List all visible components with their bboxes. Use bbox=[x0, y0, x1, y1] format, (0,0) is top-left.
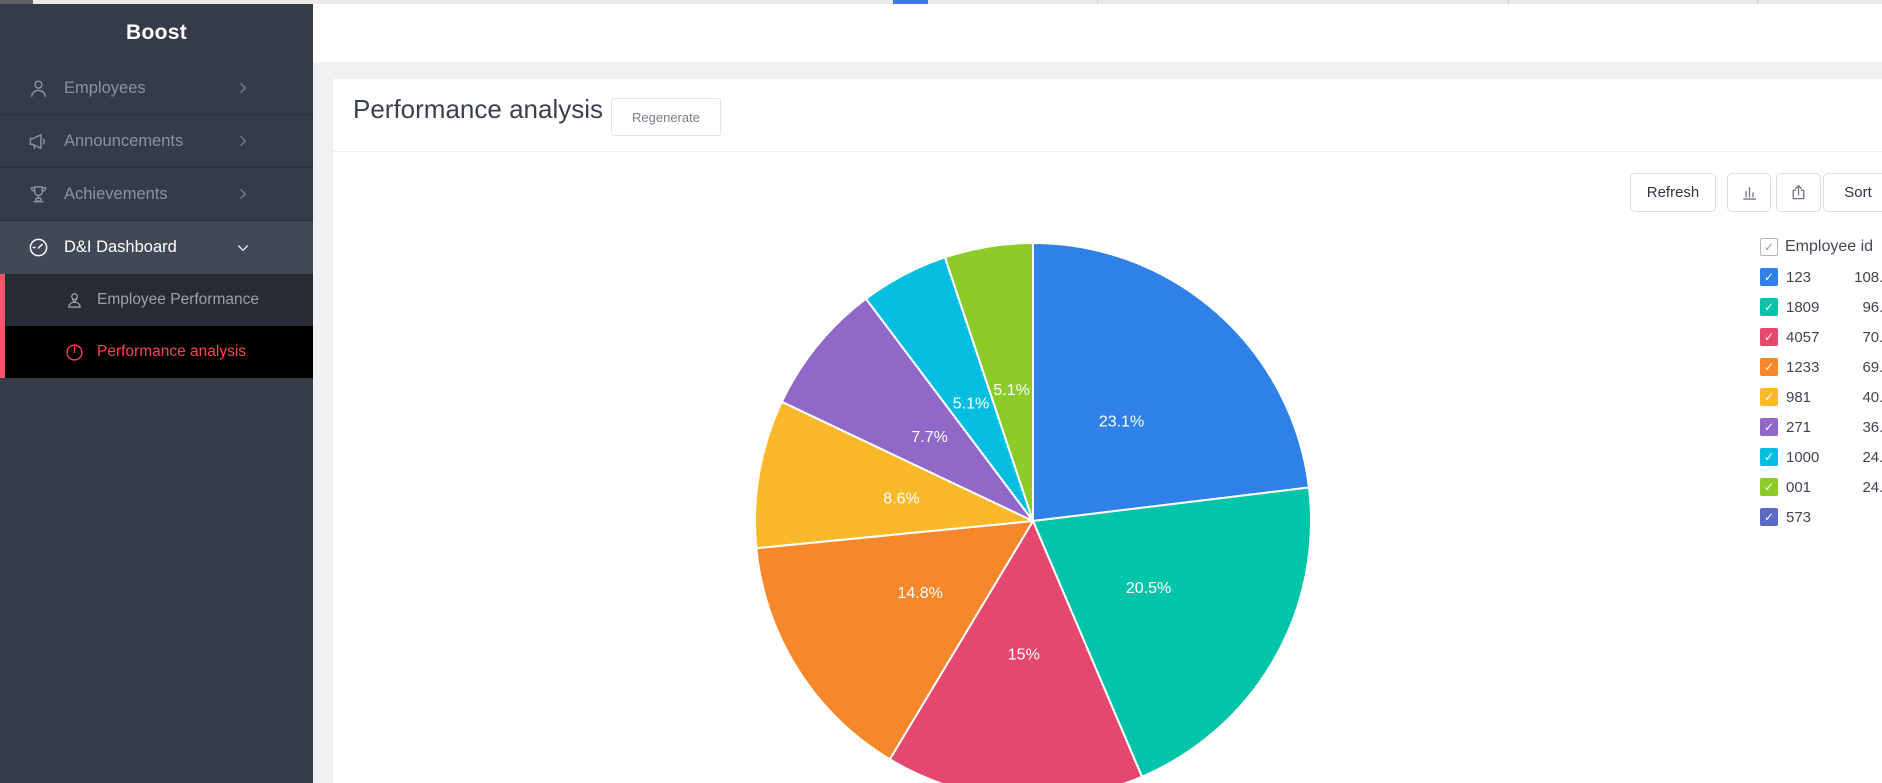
legend-header-label: Employee id bbox=[1785, 238, 1874, 255]
pie-slice-4057[interactable] bbox=[888, 520, 1143, 783]
legend-value: 96.00 bbox=[1862, 298, 1882, 316]
legend-checkbox[interactable]: ✓ bbox=[1760, 418, 1778, 436]
chevron-right-icon bbox=[235, 186, 251, 202]
browser-strip-dark-segment bbox=[0, 0, 33, 4]
chevron-down-icon bbox=[235, 240, 251, 256]
legend-row: ✓ 573 bbox=[1760, 507, 1882, 527]
legend-select-all-checkbox[interactable]: ✓ bbox=[1760, 238, 1778, 256]
pie-slice-1233[interactable] bbox=[755, 520, 1034, 761]
legend-value: 36.00 bbox=[1862, 418, 1882, 436]
sidebar-item-employees[interactable]: Employees bbox=[0, 62, 313, 115]
pie-slice-label: 5.1% bbox=[953, 395, 989, 412]
sidebar-item-di-dashboard[interactable]: D&I Dashboard bbox=[0, 221, 313, 274]
export-icon bbox=[1788, 182, 1809, 203]
pie-slice-271[interactable] bbox=[780, 297, 1034, 522]
chevron-right-icon bbox=[235, 133, 251, 149]
pie-slice-label: 23.1% bbox=[1099, 414, 1144, 431]
legend-id: 1233 bbox=[1786, 358, 1820, 376]
di-dashboard-submenu: Employee Performance Performance analysi… bbox=[0, 274, 313, 378]
pie-circle-icon bbox=[64, 342, 85, 363]
legend-row: ✓ 981 40.30 bbox=[1760, 387, 1882, 407]
pie-slice-1809[interactable] bbox=[1032, 486, 1312, 778]
legend-row: ✓ 1809 96.00 bbox=[1760, 297, 1882, 317]
legend-checkbox[interactable]: ✓ bbox=[1760, 328, 1778, 346]
pie-slice-label: 5.1% bbox=[993, 382, 1029, 399]
chart-legend: ✓ Employee id ✓ 123 108.00 ✓ 1809 96.00 ✓ 4057 7… bbox=[1760, 237, 1882, 537]
gauge-icon bbox=[27, 236, 50, 259]
person-badge-icon bbox=[64, 290, 85, 311]
legend-checkbox[interactable]: ✓ bbox=[1760, 358, 1778, 376]
sidebar-item-label: Achievements bbox=[64, 184, 168, 203]
browser-tab-divider bbox=[1508, 0, 1509, 4]
legend-row: ✓ 001 24.00 bbox=[1760, 477, 1882, 497]
legend-id: 1809 bbox=[1786, 298, 1820, 316]
sidebar-item-label: D&I Dashboard bbox=[64, 238, 177, 256]
legend-row: ✓ 123 108.00 bbox=[1760, 267, 1882, 287]
title-divider bbox=[333, 151, 1882, 152]
legend-checkbox[interactable]: ✓ bbox=[1760, 388, 1778, 406]
sidebar-subitem-label: Employee Performance bbox=[97, 291, 259, 308]
legend-value: 24.00 bbox=[1862, 478, 1882, 496]
legend-id: 573 bbox=[1786, 508, 1812, 526]
legend-value: 70.30 bbox=[1862, 328, 1882, 346]
browser-strip bbox=[0, 0, 1882, 4]
legend-header: ✓ Employee id bbox=[1760, 237, 1882, 257]
pie-slice-label: 15% bbox=[1008, 647, 1040, 664]
chart-type-button[interactable] bbox=[1727, 173, 1771, 212]
legend-row: ✓ 4057 70.30 bbox=[1760, 327, 1882, 347]
performance-analysis-card: Performance analysis Regenerate Refresh … bbox=[333, 79, 1882, 783]
legend-value: 108.00 bbox=[1854, 268, 1882, 286]
legend-row: ✓ 1233 69.40 bbox=[1760, 357, 1882, 377]
regenerate-button[interactable]: Regenerate bbox=[611, 98, 721, 136]
sidebar-item-label: Announcements bbox=[64, 131, 184, 150]
legend-checkbox[interactable]: ✓ bbox=[1760, 508, 1778, 526]
legend-checkbox[interactable]: ✓ bbox=[1760, 298, 1778, 316]
export-button[interactable] bbox=[1776, 173, 1821, 212]
legend-row: ✓ 271 36.00 bbox=[1760, 417, 1882, 437]
sidebar: Boost Employees Announcements Achievemen… bbox=[0, 4, 313, 783]
app-header: Shekinah bbox=[313, 4, 1882, 62]
pie-slice-label: 14.8% bbox=[898, 585, 943, 602]
legend-checkbox[interactable]: ✓ bbox=[1760, 478, 1778, 496]
legend-value: 69.40 bbox=[1862, 358, 1882, 376]
sidebar-item-achievements[interactable]: Achievements bbox=[0, 168, 313, 221]
pie-chart: 23.1% 20.5% 15% 14.8% 8.6% 7.7% 5.1% 5.1% bbox=[753, 241, 1313, 783]
sort-button[interactable]: Sort bbox=[1823, 173, 1882, 212]
megaphone-icon bbox=[27, 130, 50, 153]
legend-id: 123 bbox=[1786, 268, 1812, 286]
app-logo: Boost bbox=[126, 21, 187, 44]
pie-slice-label: 20.5% bbox=[1126, 580, 1171, 597]
legend-checkbox[interactable]: ✓ bbox=[1760, 448, 1778, 466]
chevron-right-icon bbox=[235, 80, 251, 96]
legend-value: 40.30 bbox=[1862, 388, 1882, 406]
browser-tab-divider bbox=[1757, 0, 1758, 4]
legend-id: 271 bbox=[1786, 418, 1812, 436]
browser-tab-indicator bbox=[893, 0, 928, 4]
pie-slice-123[interactable] bbox=[1032, 242, 1310, 522]
submenu-active-stripe bbox=[0, 274, 5, 378]
pie-slice-981[interactable] bbox=[753, 400, 1034, 550]
legend-id: 001 bbox=[1786, 478, 1812, 496]
legend-id: 981 bbox=[1786, 388, 1812, 406]
legend-checkbox[interactable]: ✓ bbox=[1760, 268, 1778, 286]
refresh-button[interactable]: Refresh bbox=[1630, 173, 1716, 212]
pie-slice-label: 7.7% bbox=[911, 429, 947, 446]
legend-id: 1000 bbox=[1786, 448, 1820, 466]
browser-tab-divider bbox=[1097, 0, 1098, 4]
page-title: Performance analysis bbox=[353, 94, 603, 124]
pie-slice-001[interactable] bbox=[943, 242, 1034, 522]
sidebar-item-label: Employees bbox=[64, 78, 146, 97]
legend-value: 24.00 bbox=[1862, 448, 1882, 466]
legend-row: ✓ 1000 24.00 bbox=[1760, 447, 1882, 467]
sidebar-item-announcements[interactable]: Announcements bbox=[0, 115, 313, 168]
bar-chart-icon bbox=[1739, 182, 1760, 203]
trophy-icon bbox=[27, 183, 50, 206]
sidebar-subitem-employee-performance[interactable]: Employee Performance bbox=[0, 274, 313, 326]
person-icon bbox=[27, 77, 50, 100]
sidebar-subitem-performance-analysis[interactable]: Performance analysis bbox=[0, 326, 313, 378]
pie-slice-label: 8.6% bbox=[883, 491, 919, 508]
legend-id: 4057 bbox=[1786, 328, 1820, 346]
sidebar-subitem-label: Performance analysis bbox=[97, 343, 247, 360]
